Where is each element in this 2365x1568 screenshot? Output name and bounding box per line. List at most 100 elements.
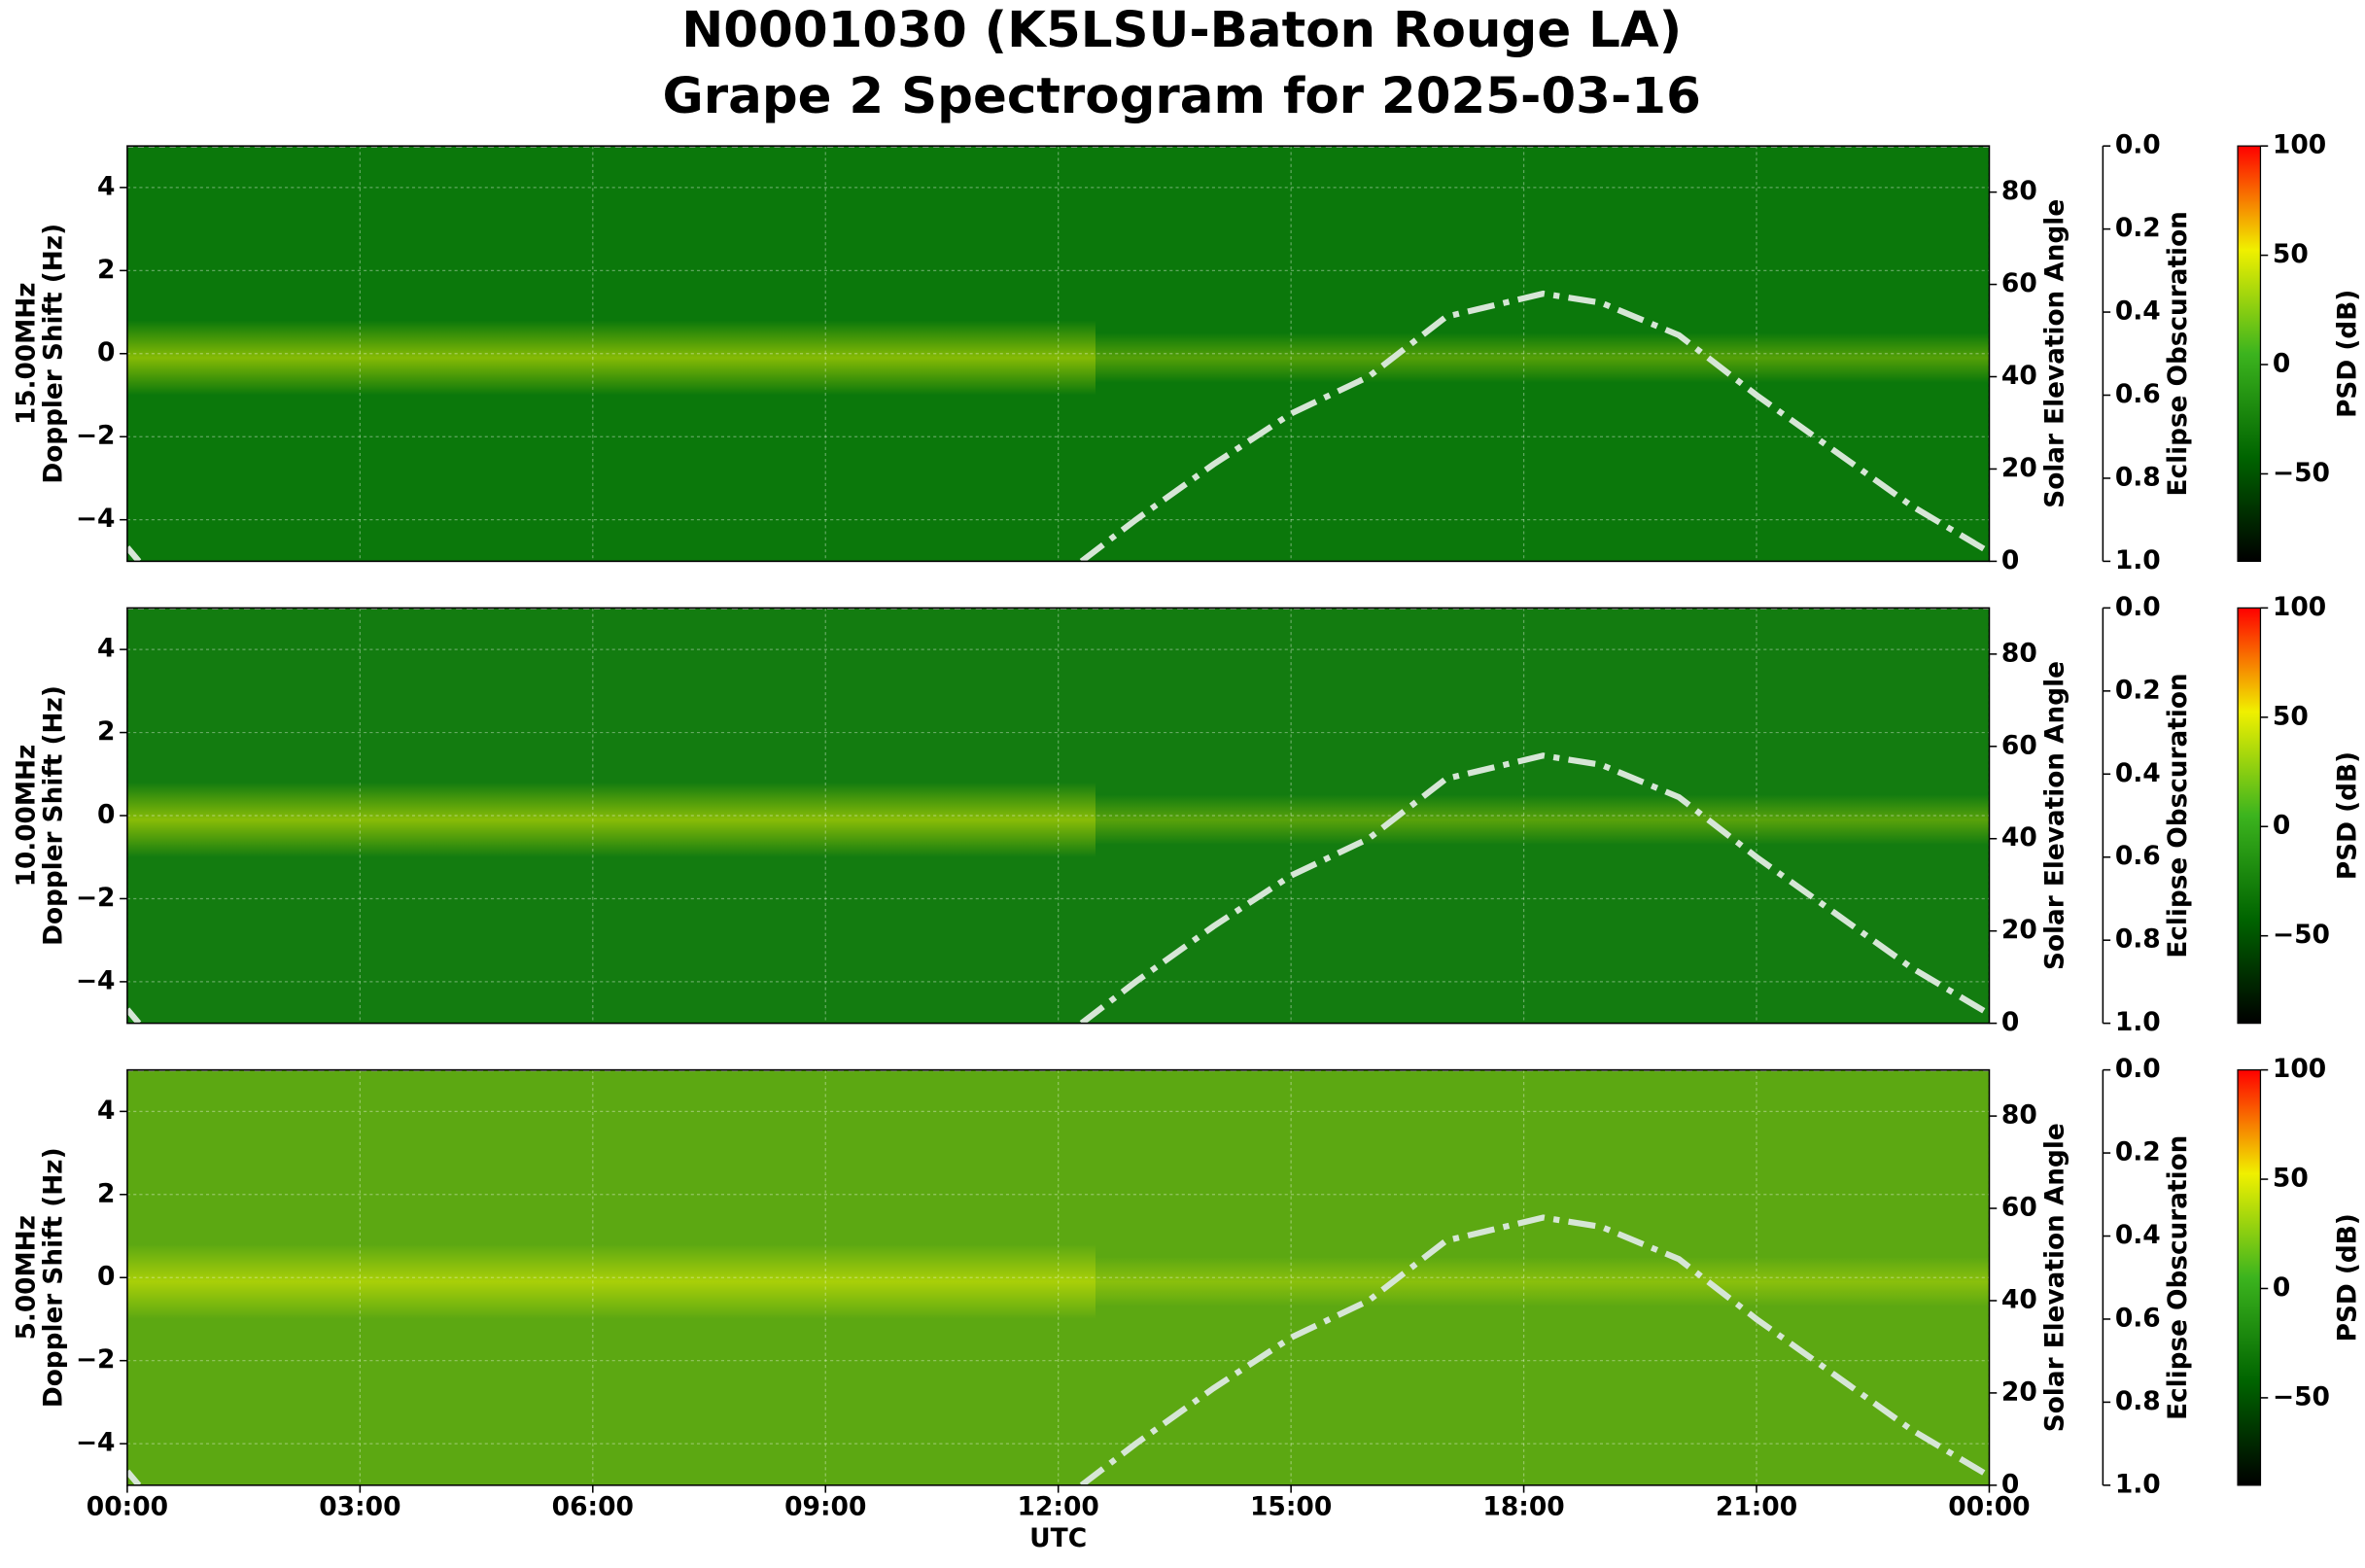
y-tick-label: −2 [76,1344,116,1375]
y2-tick-label: 60 [2001,730,2037,760]
y2-tick-label: 20 [2001,1376,2037,1407]
y2-tick-label: 20 [2001,453,2037,483]
y2-tick-label: 60 [2001,1193,2037,1223]
y-tick-label: 2 [97,1178,115,1208]
signal-band [126,1244,1096,1319]
y-axis-label: Doppler Shift (Hz) [39,224,69,484]
y2-tick-label: 40 [2001,1285,2037,1315]
y3-tick-label: 0.8 [2115,1386,2161,1416]
x-tick-label: 00:00 [87,1492,168,1522]
chart-title: N0001030 (K5LSU-Baton Rouge LA) [681,1,1682,59]
y2-tick-label: 80 [2001,1100,2037,1131]
y3-tick-label: 0.2 [2115,1137,2161,1167]
colorbar-tick-label: 100 [2273,592,2326,622]
y3-tick-label: 0.2 [2115,675,2161,705]
y-tick-label: 0 [97,1262,115,1292]
x-axis-label: UTC [1029,1523,1087,1553]
y3-tick-label: 0.4 [2115,758,2161,788]
colorbar-tick-label: −50 [2273,458,2330,488]
y2-tick-label: 0 [2001,1007,2019,1037]
y-tick-label: 4 [97,634,115,664]
signal-band [1096,794,1990,845]
y2-tick-label: 20 [2001,915,2037,945]
x-tick-label: 15:00 [1250,1492,1332,1522]
y2-axis-label: Solar Elevation Angle [2039,1123,2069,1432]
y3-axis-label: Eclipse Obscuration [2163,673,2193,958]
y3-tick-label: 0.0 [2115,130,2161,160]
y-tick-label: −2 [76,421,116,451]
colorbar-tick-label: 0 [2273,811,2290,841]
colorbar-tick-label: 50 [2273,239,2309,269]
y3-tick-label: 1.0 [2115,1007,2161,1037]
y3-tick-label: 0.6 [2115,379,2161,409]
y2-axis-label: Solar Elevation Angle [2039,199,2069,508]
colorbar [2237,145,2262,563]
x-tick-label: 06:00 [552,1492,634,1522]
colorbar-label: PSD (dB) [2332,290,2362,418]
y2-tick-label: 60 [2001,268,2037,298]
x-tick-label: 09:00 [784,1492,866,1522]
y2-tick-label: 80 [2001,638,2037,668]
colorbar-tick-label: −50 [2273,1381,2330,1411]
y2-tick-label: 0 [2001,545,2019,575]
y-axis-label: Doppler Shift (Hz) [39,1147,69,1408]
solar-elevation-line [126,1214,1990,1485]
colorbar-tick-label: −50 [2273,920,2330,950]
y2-tick-label: 80 [2001,176,2037,206]
colorbar-tick-label: 0 [2273,349,2290,379]
y3-tick-label: 0.0 [2115,1054,2161,1084]
signal-band [1096,332,1990,383]
y-tick-label: −4 [76,1428,116,1458]
colorbar-tick-label: 50 [2273,1164,2309,1194]
colorbar-label: PSD (dB) [2332,751,2362,880]
y3-axis-label: Eclipse Obscuration [2163,1135,2193,1420]
y3-tick-label: 0.6 [2115,841,2161,871]
y-tick-label: 2 [97,716,115,747]
y-tick-label: 0 [97,337,115,367]
signal-band [1096,1256,1990,1307]
x-tick-label: 12:00 [1018,1492,1099,1522]
y2-axis-label: Solar Elevation Angle [2039,661,2069,970]
y-axis-label: Doppler Shift (Hz) [39,685,69,946]
colorbar-tick-label: 0 [2273,1272,2290,1303]
y2-tick-label: 40 [2001,822,2037,853]
y3-axis-label: Eclipse Obscuration [2163,211,2193,496]
colorbar [2237,1068,2262,1486]
y3-tick-label: 0.4 [2115,1220,2161,1250]
solar-elevation-line [126,290,1990,562]
signal-band [126,782,1096,857]
y-axis-label: 15.00MHz [11,282,41,425]
y-tick-label: 0 [97,800,115,830]
y3-tick-label: 0.8 [2115,463,2161,493]
y-tick-label: −4 [76,965,116,995]
x-tick-label: 21:00 [1716,1492,1797,1522]
y-tick-label: 2 [97,255,115,285]
y3-tick-label: 0.2 [2115,213,2161,243]
chart-subtitle: Grape 2 Spectrogram for 2025-03-16 [663,67,1701,125]
x-tick-label: 03:00 [319,1492,400,1522]
y3-tick-label: 1.0 [2115,545,2161,575]
y-axis-label: 5.00MHz [11,1215,41,1340]
y-tick-label: 4 [97,171,115,201]
y3-tick-label: 0.6 [2115,1304,2161,1334]
y3-tick-label: 0.4 [2115,296,2161,327]
colorbar-label: PSD (dB) [2332,1213,2362,1342]
y-tick-label: 4 [97,1096,115,1126]
y-tick-label: −2 [76,883,116,913]
y3-tick-label: 0.8 [2115,924,2161,955]
y3-tick-label: 1.0 [2115,1469,2161,1499]
x-tick-label: 18:00 [1482,1492,1564,1522]
y2-tick-label: 40 [2001,361,2037,391]
y-tick-label: −4 [76,504,116,534]
colorbar-tick-label: 100 [2273,1054,2326,1084]
colorbar-tick-label: 100 [2273,130,2326,160]
colorbar [2237,607,2262,1025]
solar-elevation-line [126,752,1990,1024]
x-tick-label: 00:00 [1948,1492,2030,1522]
signal-band [126,320,1096,396]
colorbar-tick-label: 50 [2273,701,2309,731]
y-axis-label: 10.00MHz [11,745,41,888]
y3-tick-label: 0.0 [2115,592,2161,622]
y2-tick-label: 0 [2001,1469,2019,1499]
